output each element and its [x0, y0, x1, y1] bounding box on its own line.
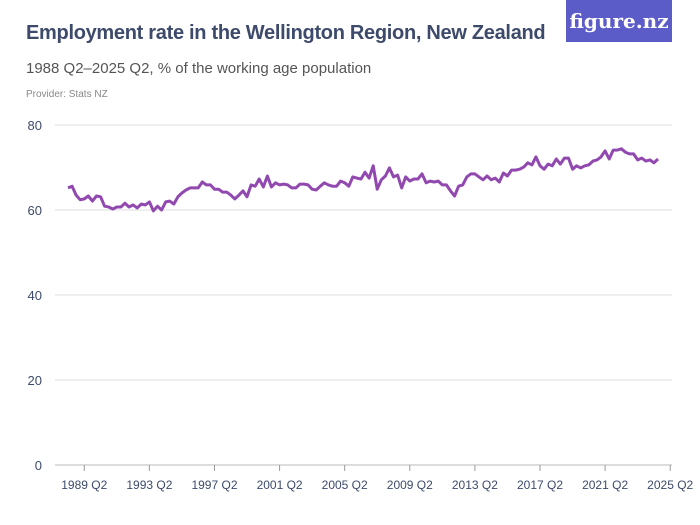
chart-title: Employment rate in the Wellington Region… [26, 22, 546, 44]
y-tick-label: 80 [28, 118, 42, 133]
y-tick-label: 40 [28, 288, 42, 303]
x-tick-label: 1993 Q2 [126, 478, 172, 492]
provider-note: Provider: Stats NZ [26, 89, 108, 100]
x-tick-label: 1989 Q2 [61, 478, 107, 492]
y-tick-label: 0 [35, 458, 42, 473]
y-tick-label: 20 [28, 373, 42, 388]
chart-subtitle: 1988 Q2–2025 Q2, % of the working age po… [26, 60, 372, 77]
x-tick-label: 2025 Q2 [647, 478, 693, 492]
employment-rate-line [67, 147, 660, 213]
x-tick-label: 2009 Q2 [387, 478, 433, 492]
x-tick-label: 2013 Q2 [452, 478, 498, 492]
y-tick-label: 60 [28, 203, 42, 218]
x-tick-label: 2001 Q2 [257, 478, 303, 492]
x-tick-label: 2017 Q2 [517, 478, 563, 492]
x-tick-label: 1997 Q2 [191, 478, 237, 492]
x-tick-label: 2021 Q2 [582, 478, 628, 492]
figure-nz-logo[interactable]: figure.nz [566, 0, 672, 42]
x-tick-label: 2005 Q2 [322, 478, 368, 492]
